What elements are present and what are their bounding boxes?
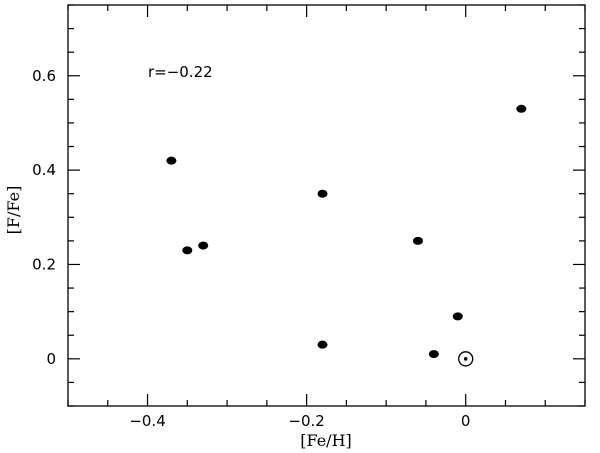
data-point	[317, 340, 328, 349]
data-point	[198, 241, 209, 250]
x-tick-label: −0.2	[288, 412, 324, 430]
y-tick-label: 0.2	[32, 255, 56, 273]
data-point	[452, 312, 463, 321]
tick-labels: −0.4 −0.2 0 0 0.2 0.4 0.6	[32, 67, 470, 430]
data-point	[412, 236, 423, 245]
plot-frame	[67, 4, 586, 407]
data-points	[166, 104, 527, 367]
data-point	[317, 189, 328, 198]
x-tick-label: −0.4	[129, 412, 165, 430]
axis-ticks	[67, 4, 586, 407]
sun-symbol-ring	[458, 351, 474, 367]
data-point	[516, 104, 527, 113]
x-tick-label: 0	[461, 412, 471, 430]
sun-symbol-dot	[463, 357, 468, 361]
y-tick-label: 0	[46, 350, 56, 368]
r-annotation: r=−0.22	[148, 63, 213, 81]
y-tick-label: 0.6	[32, 67, 56, 85]
y-axis-title: [F/Fe]	[4, 186, 23, 235]
data-point	[428, 350, 439, 359]
y-tick-label: 0.4	[32, 161, 56, 179]
x-axis-title: [Fe/H]	[300, 431, 352, 450]
data-point	[182, 246, 193, 255]
data-point	[166, 156, 177, 165]
